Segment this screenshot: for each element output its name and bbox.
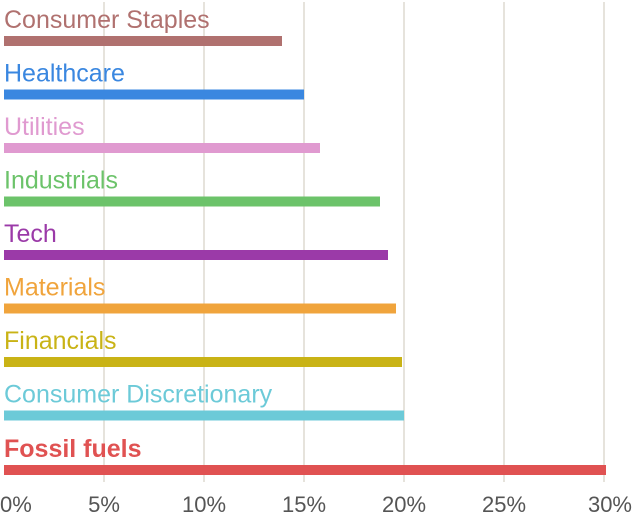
tick-label: 30% (588, 492, 632, 517)
category-label: Tech (4, 220, 57, 248)
tick-label: 5% (88, 492, 120, 517)
tick-label: 20% (382, 492, 426, 517)
bar (4, 143, 320, 153)
category-label: Industrials (4, 167, 118, 195)
bars (4, 36, 606, 475)
tick-label: 15% (282, 492, 326, 517)
category-label: Consumer Discretionary (4, 381, 273, 409)
category-labels: Consumer Staples Healthcare Utilities Indus… (4, 6, 273, 463)
tick-label: 25% (482, 492, 526, 517)
bar (4, 89, 304, 100)
bar (4, 250, 388, 260)
category-label: Materials (4, 274, 105, 302)
category-label: Financials (4, 327, 117, 355)
x-axis-ticks: 0% 5% 10% 15% 20% 25% 30% (0, 492, 632, 517)
tick-label: 0% (0, 492, 32, 517)
bar (4, 357, 402, 367)
tick-label: 10% (182, 492, 226, 517)
category-label: Fossil fuels (4, 435, 142, 463)
bar (4, 196, 380, 207)
bar (4, 410, 404, 421)
category-label: Utilities (4, 113, 85, 141)
bar (4, 465, 606, 475)
bar (4, 36, 282, 46)
grid-lines (103, 2, 605, 482)
bar (4, 303, 396, 314)
category-label: Healthcare (4, 60, 125, 88)
category-label: Consumer Staples (4, 6, 210, 34)
